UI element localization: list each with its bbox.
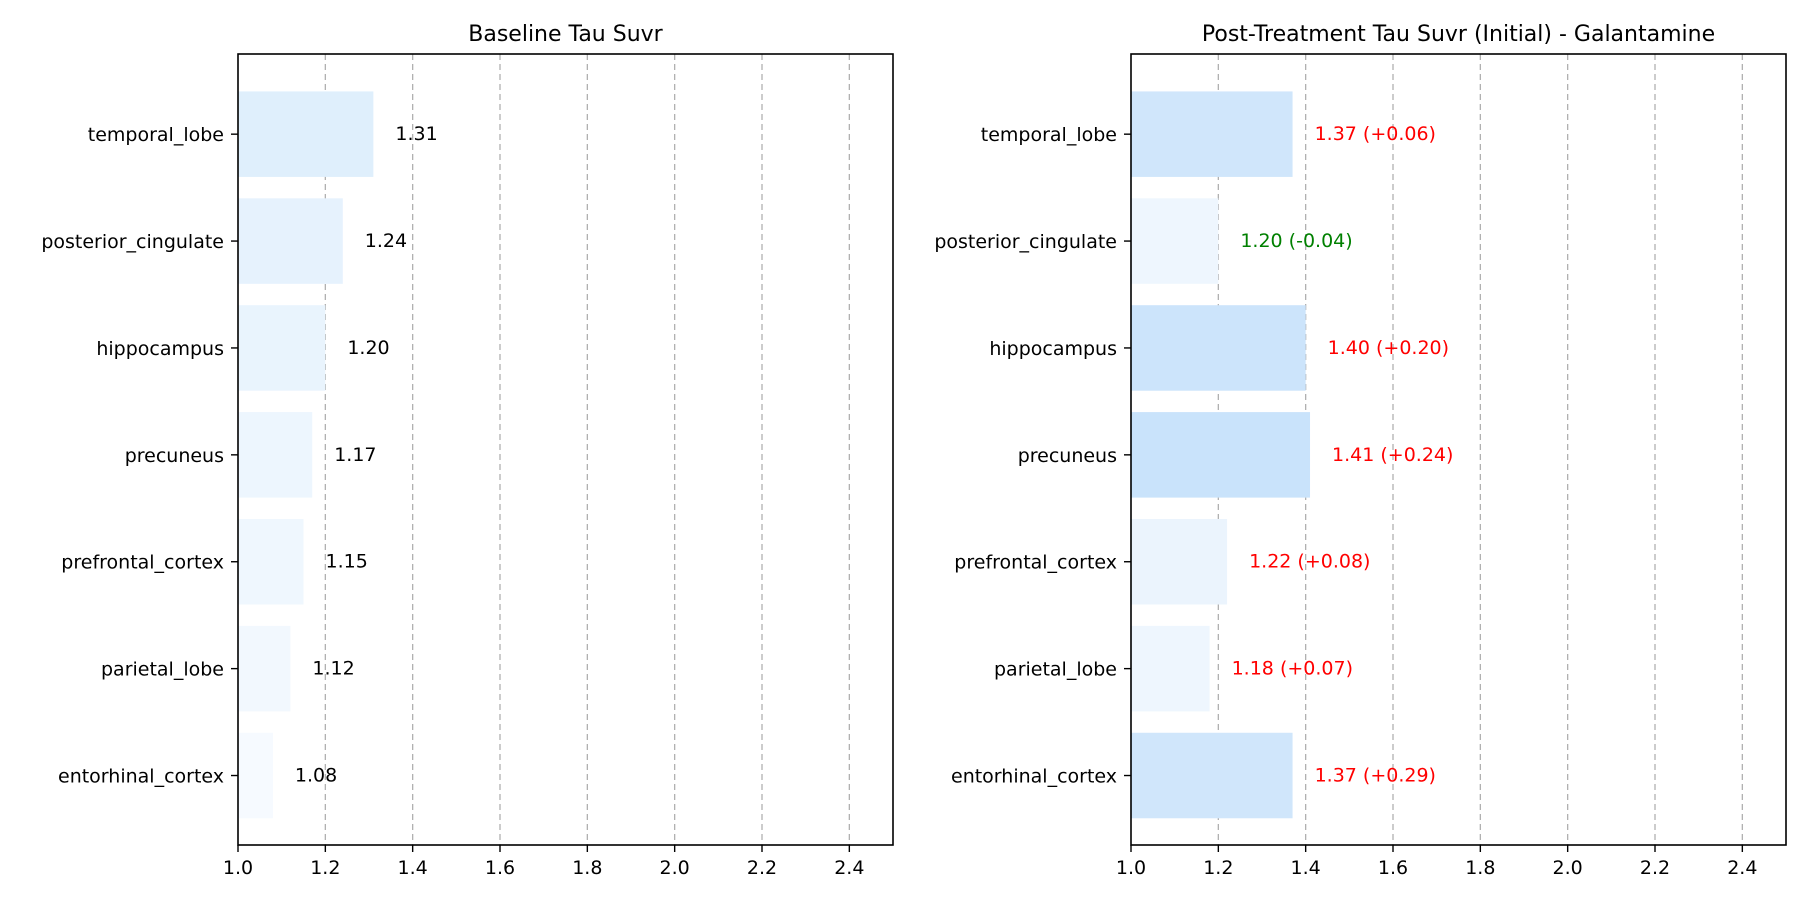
x-tick-label: 2.2 (747, 857, 777, 879)
data-label: 1.15 (326, 551, 368, 573)
baseline-chart-panel: Baseline Tau Suvr 1.0 1.2 1.4 1.6 1.8 2.0 2.2 2… (41, 22, 894, 879)
x-tick-label: 1.2 (310, 857, 340, 879)
category-label: hippocampus (96, 338, 224, 360)
category-label: precuneus (1018, 445, 1117, 467)
data-label: 1.24 (365, 230, 407, 252)
bar-entorhinal_cortex (1131, 732, 1293, 819)
category-label: parietal_lobe (101, 659, 224, 681)
category-label: prefrontal_cortex (954, 552, 1117, 574)
x-tick-label: 1.0 (223, 857, 253, 879)
category-label: hippocampus (989, 338, 1117, 360)
bar-hippocampus (1131, 305, 1306, 391)
bar-temporal_lobe (238, 91, 374, 177)
x-tick-label: 1.4 (1291, 857, 1321, 879)
category-label: prefrontal_cortex (61, 552, 224, 574)
x-tick-label: 2.4 (1727, 857, 1757, 879)
category-label: parietal_lobe (994, 659, 1117, 681)
x-tick-label: 2.2 (1640, 857, 1670, 879)
chart-title: Baseline Tau Suvr (468, 22, 663, 47)
bar-hippocampus (238, 305, 326, 391)
data-label: 1.08 (295, 765, 337, 787)
x-tick-label: 1.2 (1203, 857, 1233, 879)
category-label: posterior_cingulate (934, 231, 1117, 253)
category-label: posterior_cingulate (41, 231, 224, 253)
data-label: 1.37 (+0.06) (1315, 123, 1436, 145)
category-label: entorhinal_cortex (951, 766, 1117, 788)
category-label: entorhinal_cortex (58, 766, 224, 788)
category-label: temporal_lobe (88, 124, 224, 146)
plot-frame (237, 53, 894, 846)
x-tick-label: 1.6 (1378, 857, 1408, 879)
bar-prefrontal_cortex (238, 518, 304, 605)
x-tick-label: 1.8 (1465, 857, 1495, 879)
data-label: 1.17 (334, 444, 376, 466)
x-tick-label: 2.0 (660, 857, 690, 879)
x-tick-label: 1.6 (485, 857, 515, 879)
x-tick-label: 1.0 (1116, 857, 1146, 879)
bar-parietal_lobe (238, 625, 291, 712)
category-label: temporal_lobe (981, 124, 1117, 146)
bar-parietal_lobe (1131, 625, 1210, 712)
x-tick-label: 2.0 (1553, 857, 1583, 879)
plot-frame (1130, 53, 1787, 846)
x-tick-label: 1.4 (398, 857, 428, 879)
bar-precuneus (1131, 412, 1311, 498)
x-tick-label: 1.8 (572, 857, 602, 879)
data-label: 1.40 (+0.20) (1328, 337, 1449, 359)
data-label: 1.20 (347, 337, 389, 359)
data-label: 1.41 (+0.24) (1332, 444, 1453, 466)
bar-prefrontal_cortex (1131, 518, 1228, 605)
bar-posterior_cingulate (1131, 198, 1219, 284)
post-treatment-chart-panel: Post-Treatment Tau Suvr (Initial) - Gala… (934, 22, 1787, 879)
chart-title: Post-Treatment Tau Suvr (Initial) - Gala… (1202, 22, 1715, 47)
data-label: 1.12 (312, 658, 354, 680)
data-label: 1.22 (+0.08) (1249, 551, 1370, 573)
data-label: 1.31 (395, 123, 437, 145)
bar-temporal_lobe (1131, 91, 1293, 177)
data-label: 1.20 (-0.04) (1240, 230, 1352, 252)
data-label: 1.37 (+0.29) (1315, 765, 1436, 787)
x-tick-label: 2.4 (834, 857, 864, 879)
data-label: 1.18 (+0.07) (1232, 658, 1353, 680)
bar-posterior_cingulate (238, 198, 343, 284)
category-label: precuneus (125, 445, 224, 467)
bar-entorhinal_cortex (238, 732, 273, 819)
bar-precuneus (238, 412, 313, 498)
